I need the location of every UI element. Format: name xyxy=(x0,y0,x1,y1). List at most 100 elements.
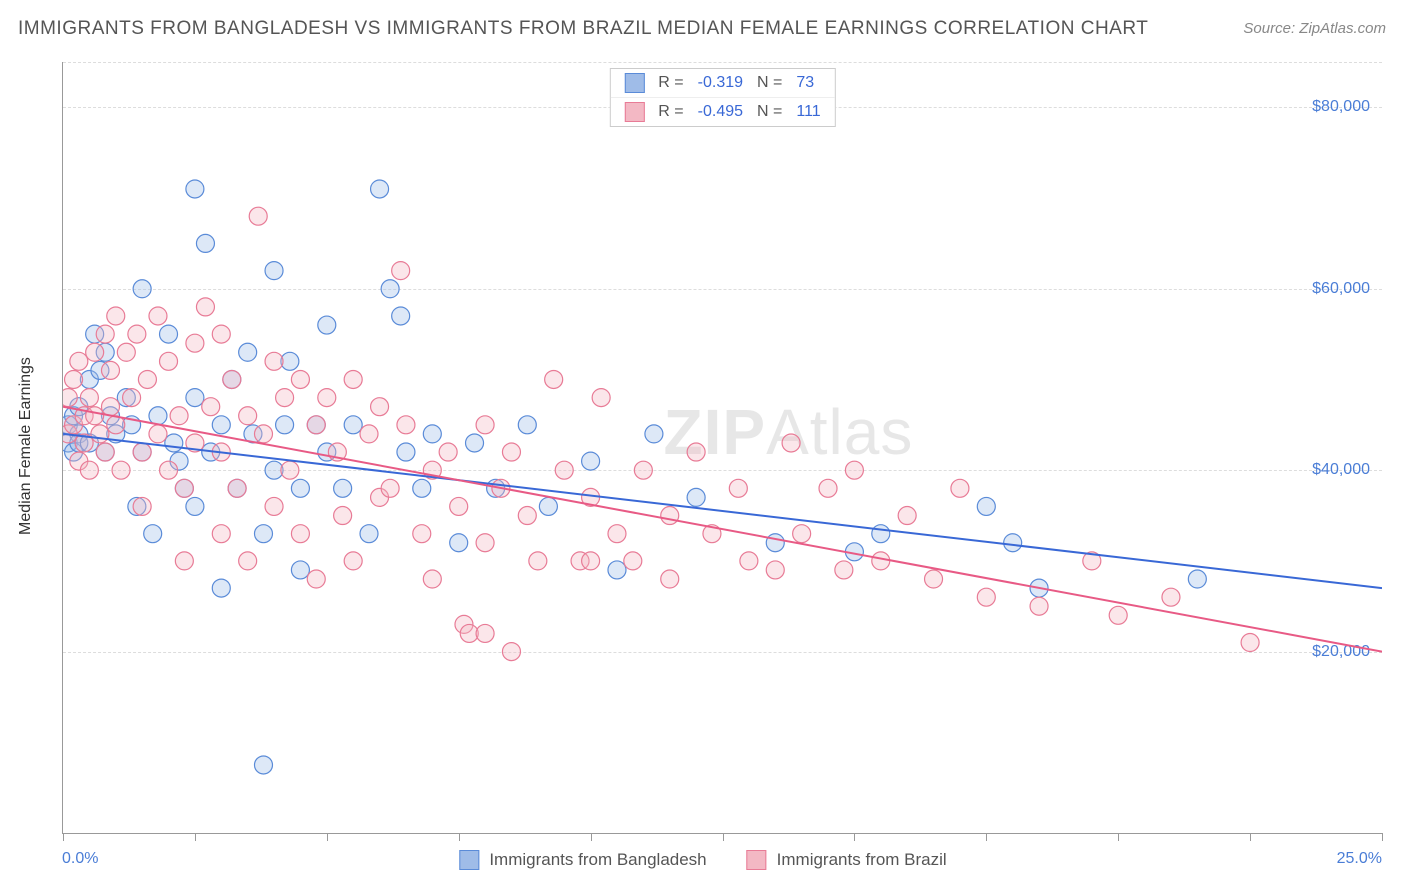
data-point xyxy=(160,325,178,343)
legend-r-value: -0.319 xyxy=(698,74,743,92)
data-point xyxy=(202,398,220,416)
chart-title: IMMIGRANTS FROM BANGLADESH VS IMMIGRANTS… xyxy=(18,18,1148,40)
x-tick xyxy=(723,833,724,841)
data-point xyxy=(392,262,410,280)
data-point xyxy=(661,570,679,588)
data-point xyxy=(555,461,573,479)
data-point xyxy=(645,425,663,443)
data-point xyxy=(228,479,246,497)
data-point xyxy=(1241,634,1259,652)
data-point xyxy=(307,570,325,588)
legend-swatch xyxy=(747,850,767,870)
data-point xyxy=(212,579,230,597)
data-point xyxy=(70,352,88,370)
legend-n-value: 111 xyxy=(796,103,820,121)
data-point xyxy=(91,425,109,443)
data-point xyxy=(439,443,457,461)
series-legend-label: Immigrants from Brazil xyxy=(777,850,947,870)
correlation-legend: R =-0.319N =73R =-0.495N =111 xyxy=(609,68,835,127)
data-point xyxy=(413,525,431,543)
data-point xyxy=(845,461,863,479)
data-point xyxy=(265,262,283,280)
data-point xyxy=(63,389,77,407)
data-point xyxy=(476,416,494,434)
x-axis-min-label: 0.0% xyxy=(62,850,98,868)
x-tick xyxy=(986,833,987,841)
series-legend-label: Immigrants from Bangladesh xyxy=(489,850,706,870)
source-attribution: Source: ZipAtlas.com xyxy=(1243,20,1386,37)
trend-line xyxy=(63,434,1382,588)
data-point xyxy=(265,352,283,370)
legend-swatch xyxy=(624,102,644,122)
legend-n-label: N = xyxy=(757,74,782,92)
data-point xyxy=(766,561,784,579)
data-point xyxy=(291,525,309,543)
correlation-legend-row: R =-0.495N =111 xyxy=(610,97,834,126)
data-point xyxy=(133,497,151,515)
x-tick xyxy=(63,833,64,841)
data-point xyxy=(1030,597,1048,615)
data-point xyxy=(502,443,520,461)
source-link[interactable]: ZipAtlas.com xyxy=(1299,20,1386,37)
legend-r-label: R = xyxy=(658,103,683,121)
data-point xyxy=(144,525,162,543)
data-point xyxy=(186,497,204,515)
data-point xyxy=(281,461,299,479)
data-point xyxy=(344,552,362,570)
data-point xyxy=(977,588,995,606)
data-point xyxy=(186,334,204,352)
data-point xyxy=(80,389,98,407)
x-tick xyxy=(327,833,328,841)
data-point xyxy=(86,407,104,425)
x-tick xyxy=(195,833,196,841)
data-point xyxy=(476,624,494,642)
plot-area: ZIPAtlas R =-0.319N =73R =-0.495N =111 $… xyxy=(62,62,1382,834)
legend-swatch xyxy=(459,850,479,870)
x-tick xyxy=(1118,833,1119,841)
legend-n-label: N = xyxy=(757,103,782,121)
data-point xyxy=(371,180,389,198)
data-point xyxy=(687,443,705,461)
data-point xyxy=(107,307,125,325)
data-point xyxy=(96,443,114,461)
data-point xyxy=(307,416,325,434)
data-point xyxy=(291,479,309,497)
data-point xyxy=(423,425,441,443)
data-point xyxy=(898,507,916,525)
x-tick xyxy=(591,833,592,841)
x-tick xyxy=(1250,833,1251,841)
data-point xyxy=(592,389,610,407)
data-point xyxy=(925,570,943,588)
series-legend-item: Immigrants from Brazil xyxy=(747,850,947,870)
data-point xyxy=(175,479,193,497)
data-point xyxy=(518,416,536,434)
correlation-legend-row: R =-0.319N =73 xyxy=(610,69,834,97)
data-point xyxy=(582,452,600,470)
data-point xyxy=(360,425,378,443)
data-point xyxy=(334,479,352,497)
data-point xyxy=(149,407,167,425)
data-point xyxy=(276,389,294,407)
data-point xyxy=(360,525,378,543)
data-point xyxy=(223,370,241,388)
data-point xyxy=(819,479,837,497)
data-point xyxy=(381,479,399,497)
data-point xyxy=(740,552,758,570)
source-prefix: Source: xyxy=(1243,20,1299,37)
data-point xyxy=(80,461,98,479)
data-point xyxy=(392,307,410,325)
data-point xyxy=(212,416,230,434)
data-point xyxy=(661,507,679,525)
data-point xyxy=(518,507,536,525)
legend-r-label: R = xyxy=(658,74,683,92)
data-point xyxy=(344,370,362,388)
data-point xyxy=(397,416,415,434)
data-point xyxy=(133,280,151,298)
series-legend: Immigrants from Bangladesh Immigrants fro… xyxy=(459,850,946,870)
data-point xyxy=(254,425,272,443)
data-point xyxy=(951,479,969,497)
data-point xyxy=(101,398,119,416)
data-point xyxy=(1162,588,1180,606)
x-tick xyxy=(1382,833,1383,841)
data-point xyxy=(318,389,336,407)
